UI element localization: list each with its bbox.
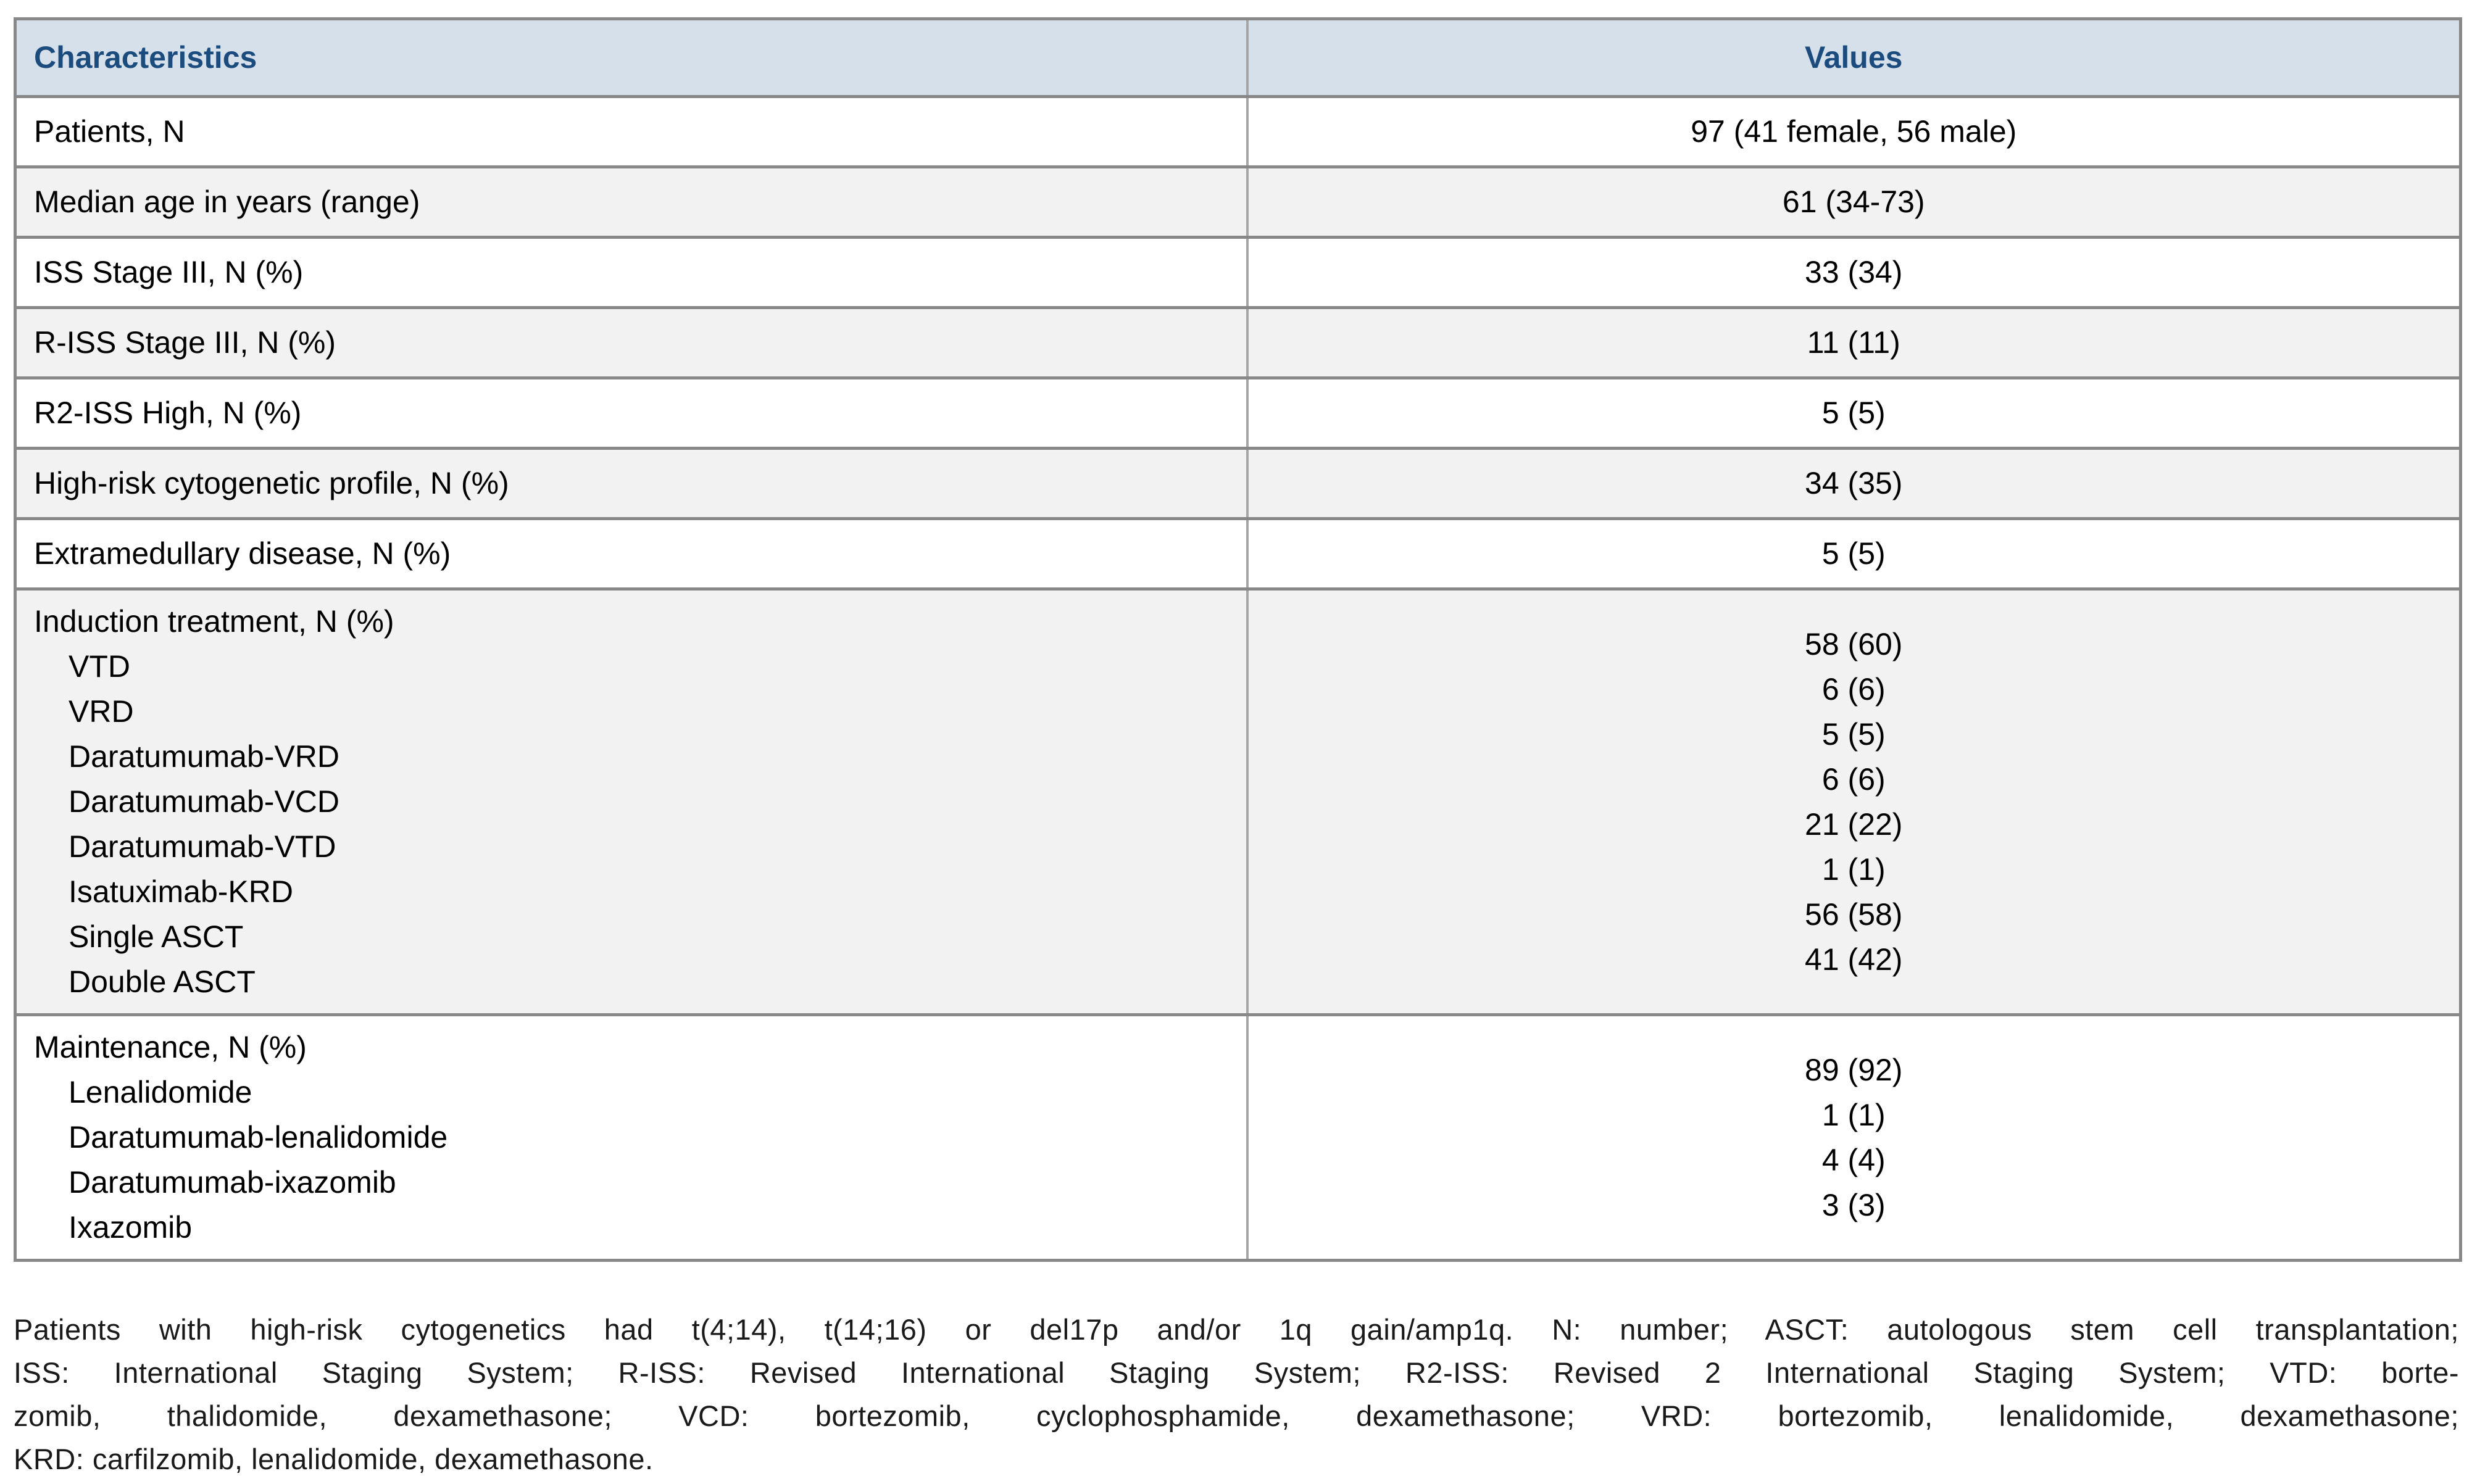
header-row: Characteristics Values xyxy=(15,17,2461,98)
table-row: Maintenance, N (%) Lenalidomide Daratumuma… xyxy=(15,1013,2461,1262)
characteristic-subitem: Lenalidomide xyxy=(69,1075,252,1109)
value-cell: 33 (34) xyxy=(1246,236,2461,309)
characteristic-cell: High-risk cytogenetic profile, N (%) xyxy=(15,447,1249,520)
characteristic-cell: Patients, N xyxy=(15,95,1249,168)
table-footnote: Patients with high-risk cytogenetics had… xyxy=(14,1308,2459,1481)
characteristic-subitem: Ixazomib xyxy=(69,1210,193,1245)
patient-characteristics-table: Characteristics Values Patients, N 97 (41… xyxy=(14,17,2462,1262)
value-text: 5 (5) xyxy=(1821,396,1886,430)
value-text: 41 (42) xyxy=(1805,942,1903,977)
characteristic-cell: Induction treatment, N (%) VTD VRD Daratumu… xyxy=(15,587,1249,1016)
column-header-characteristics: Characteristics xyxy=(15,17,1249,98)
value-text: 58 (60) xyxy=(1805,626,1903,661)
value-cell: 11 (11) xyxy=(1246,306,2461,379)
characteristic-subitem: Isatuximab-KRD xyxy=(69,874,293,909)
value-text: 33 (34) xyxy=(1805,255,1903,289)
table-row: Median age in years (range) 61 (34-73) xyxy=(15,165,2461,239)
value-cell: 5 (5) xyxy=(1246,376,2461,450)
value-cell: 5 (5) xyxy=(1246,517,2461,591)
characteristic-label: Median age in years (range) xyxy=(34,184,420,219)
value-text: 61 (34-73) xyxy=(1782,184,1925,219)
characteristic-subitem: Double ASCT xyxy=(69,964,256,999)
value-cell: 89 (92) 1 (1) 4 (4) 3 (3) xyxy=(1246,1013,2461,1262)
characteristic-label: High-risk cytogenetic profile, N (%) xyxy=(34,466,509,500)
value-text: 1 (1) xyxy=(1821,852,1886,887)
value-cell: 34 (35) xyxy=(1246,447,2461,520)
characteristic-cell: Extramedullary disease, N (%) xyxy=(15,517,1249,591)
characteristic-cell: Median age in years (range) xyxy=(15,165,1249,239)
characteristic-subitem: Daratumumab-VCD xyxy=(69,784,340,819)
value-text: 97 (41 female, 56 male) xyxy=(1691,114,2017,149)
footnote-line: zomib, thalidomide, dexamethasone; VCD: … xyxy=(14,1399,2459,1432)
characteristic-label: R-ISS Stage III, N (%) xyxy=(34,325,336,360)
table-row: Patients, N 97 (41 female, 56 male) xyxy=(15,95,2461,168)
characteristic-label: Induction treatment, N (%) xyxy=(34,604,394,639)
characteristic-label: R2-ISS High, N (%) xyxy=(34,396,302,430)
characteristic-subitem: Single ASCT xyxy=(69,919,244,954)
table-row: High-risk cytogenetic profile, N (%) 34 (… xyxy=(15,447,2461,520)
characteristic-subitem: Daratumumab-lenalidomide xyxy=(69,1120,448,1154)
value-text: 5 (5) xyxy=(1821,716,1886,752)
value-text: 34 (35) xyxy=(1805,466,1903,500)
table-header: Characteristics Values xyxy=(15,17,2461,98)
value-text: 21 (22) xyxy=(1805,806,1903,842)
value-text: 56 (58) xyxy=(1805,897,1903,932)
value-text: 89 (92) xyxy=(1805,1052,1903,1087)
characteristic-subitem: Daratumumab-ixazomib xyxy=(69,1165,396,1200)
value-text: 3 (3) xyxy=(1821,1187,1886,1222)
characteristic-cell: ISS Stage III, N (%) xyxy=(15,236,1249,309)
table-body: Patients, N 97 (41 female, 56 male) Median… xyxy=(15,95,2461,1262)
table-row: R2-ISS High, N (%) 5 (5) xyxy=(15,376,2461,450)
value-cell: 58 (60) 6 (6) 5 (5) 6 (6) 21 (22) 1 (1) 56 (58… xyxy=(1246,587,2461,1016)
characteristic-cell: Maintenance, N (%) Lenalidomide Daratumuma… xyxy=(15,1013,1249,1262)
column-header-values: Values xyxy=(1246,17,2461,98)
characteristic-cell: R2-ISS High, N (%) xyxy=(15,376,1249,450)
characteristic-label: Extramedullary disease, N (%) xyxy=(34,536,451,571)
value-text: 1 (1) xyxy=(1821,1097,1886,1132)
table-row: Induction treatment, N (%) VTD VRD Daratumu… xyxy=(15,587,2461,1016)
characteristic-subitem: Daratumumab-VRD xyxy=(69,739,340,774)
characteristic-subitem: VRD xyxy=(69,694,134,729)
value-text: 11 (11) xyxy=(1807,325,1900,360)
value-cell: 61 (34-73) xyxy=(1246,165,2461,239)
characteristic-label: ISS Stage III, N (%) xyxy=(34,255,304,289)
footnote-line: ISS: International Staging System; R-ISS… xyxy=(14,1356,2459,1389)
table-row: Extramedullary disease, N (%) 5 (5) xyxy=(15,517,2461,591)
characteristic-label: Maintenance, N (%) xyxy=(34,1030,307,1064)
characteristic-subitem: Daratumumab-VTD xyxy=(69,829,336,864)
table-row: ISS Stage III, N (%) 33 (34) xyxy=(15,236,2461,309)
table-row: R-ISS Stage III, N (%) 11 (11) xyxy=(15,306,2461,379)
value-text: 4 (4) xyxy=(1821,1142,1886,1177)
value-text: 6 (6) xyxy=(1821,761,1886,797)
characteristic-cell: R-ISS Stage III, N (%) xyxy=(15,306,1249,379)
footnote-line: KRD: carfilzomib, lenalidomide, dexameth… xyxy=(14,1443,654,1475)
value-text: 6 (6) xyxy=(1821,671,1886,707)
characteristic-label: Patients, N xyxy=(34,114,185,149)
characteristic-subitem: VTD xyxy=(69,649,130,684)
value-text: 5 (5) xyxy=(1821,536,1886,571)
footnote-line: Patients with high-risk cytogenetics had… xyxy=(14,1313,2459,1346)
value-cell: 97 (41 female, 56 male) xyxy=(1246,95,2461,168)
